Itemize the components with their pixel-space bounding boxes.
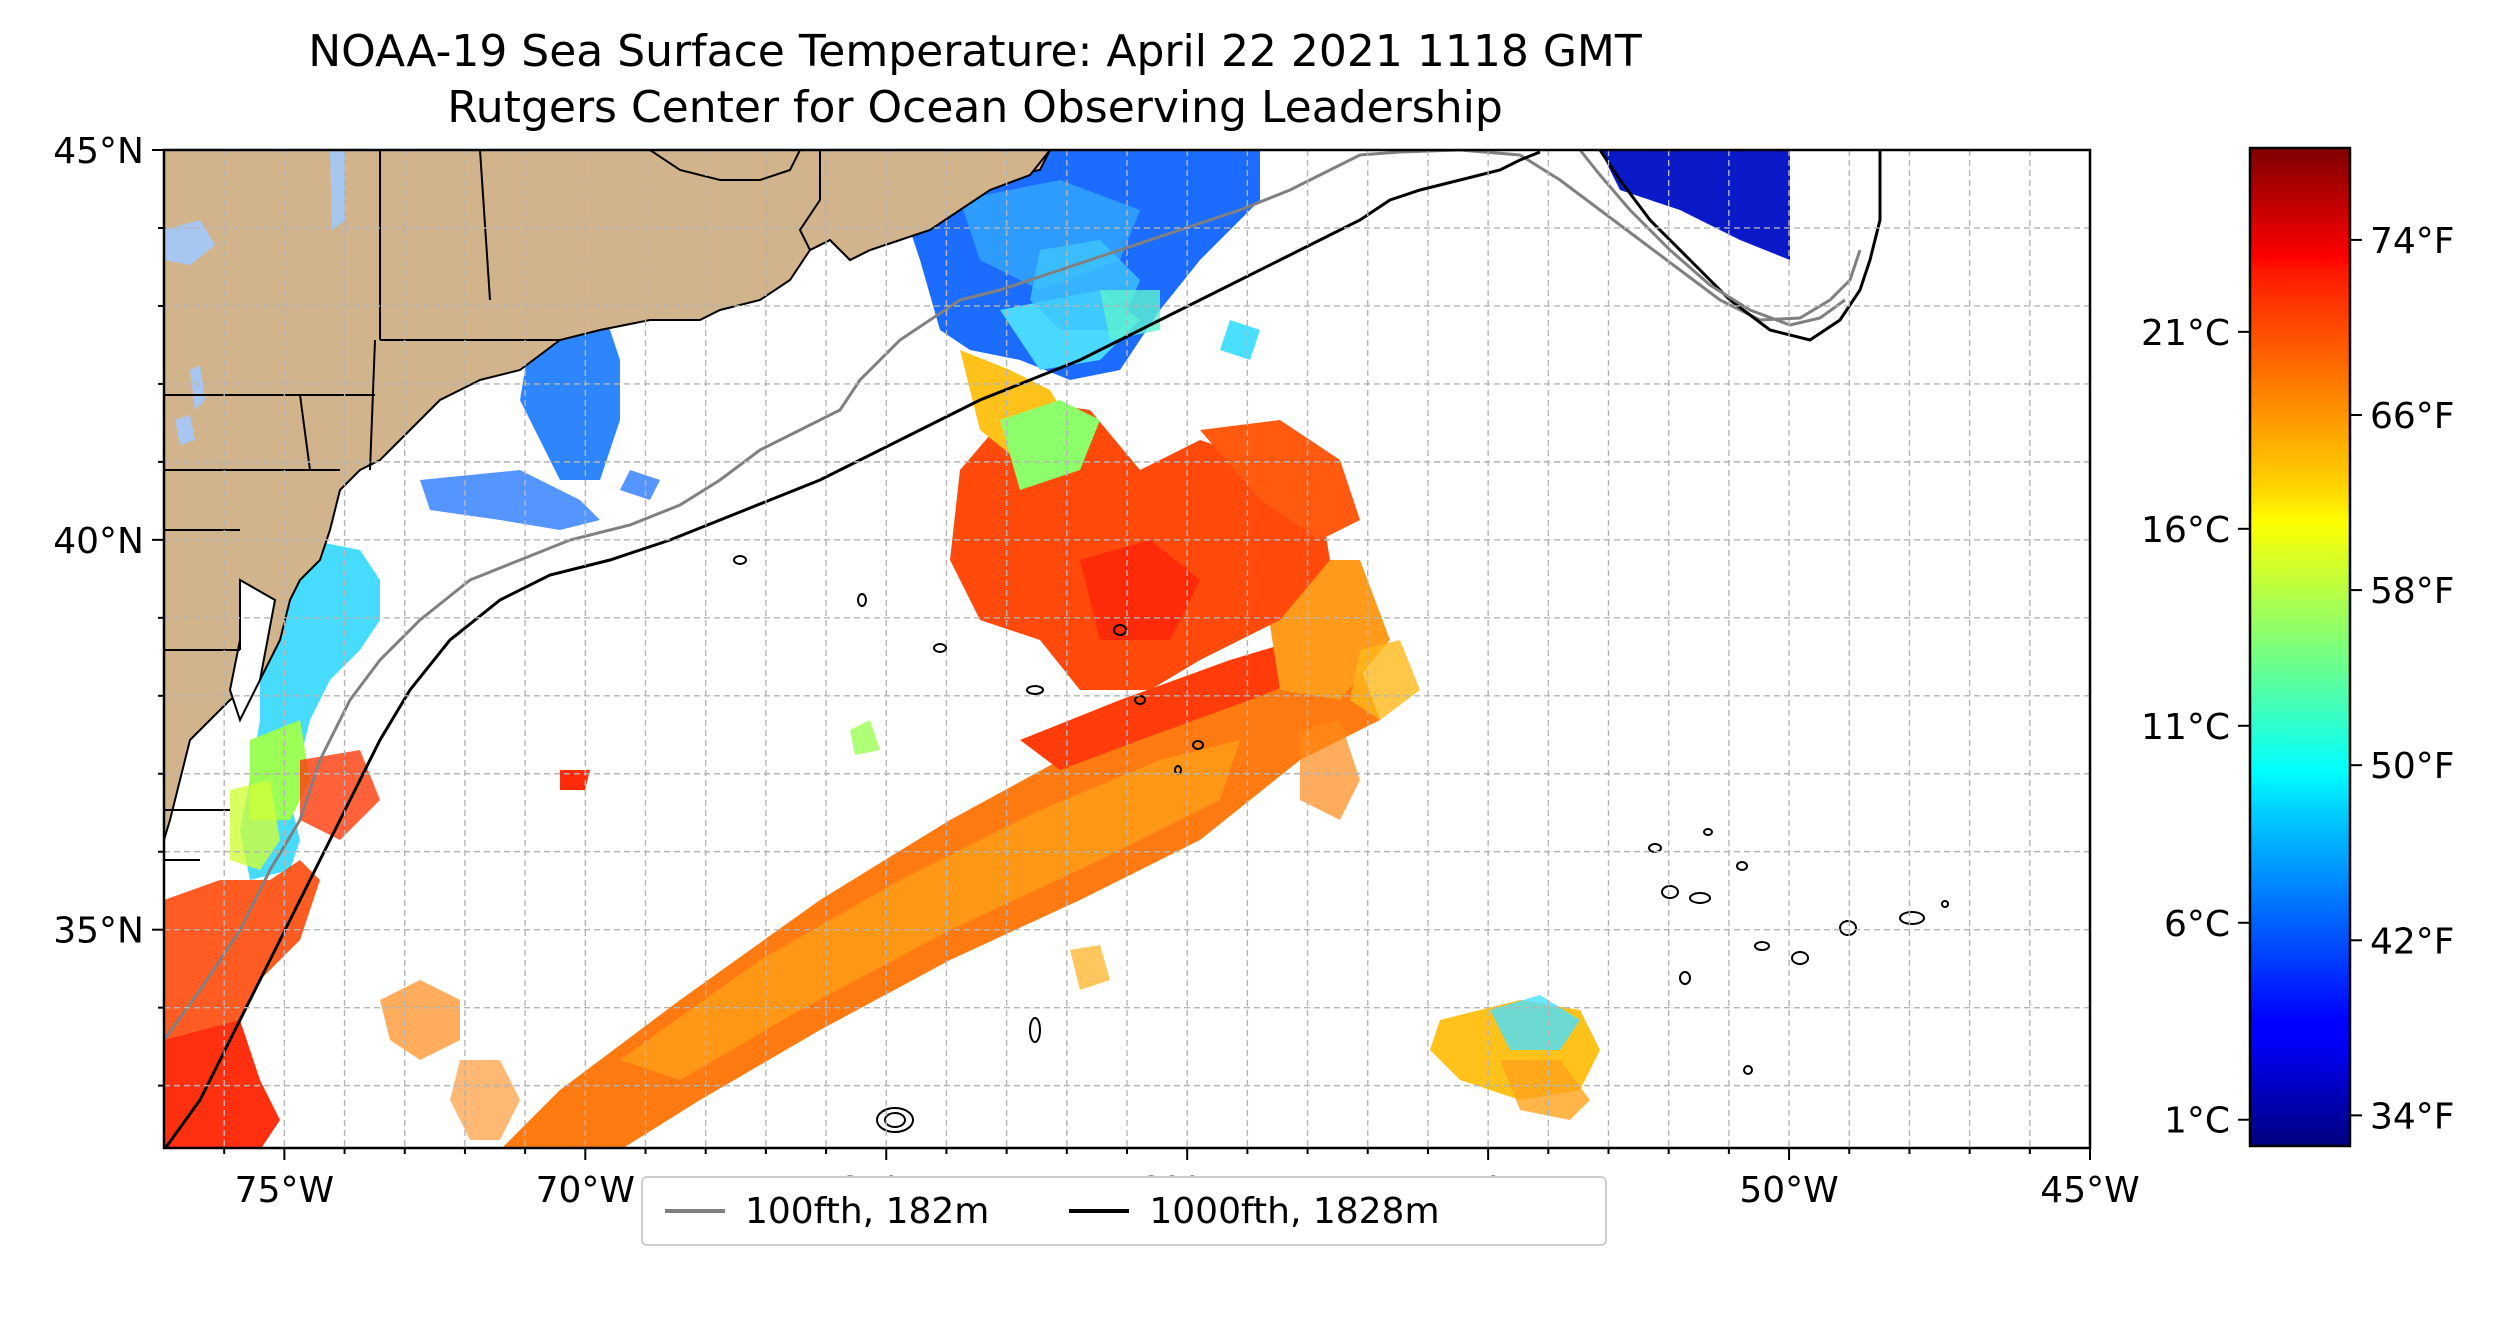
colorbar-f-label: 34°F — [2370, 1096, 2455, 1137]
lon-tick-label: 70°W — [536, 1170, 635, 1211]
contour-100fth — [164, 150, 1862, 1041]
colorbar-c-label: 11°C — [2141, 707, 2230, 748]
colorbar-f-label: 58°F — [2370, 571, 2455, 612]
lon-tick-label: 75°W — [235, 1170, 334, 1211]
lat-tick-label: 40°N — [53, 521, 144, 562]
lat-tick-label: 45°N — [53, 131, 144, 172]
lon-tick-label: 50°W — [1739, 1170, 1838, 1211]
colorbar-c-label: 16°C — [2141, 510, 2230, 551]
map-title-line-2: Rutgers Center for Ocean Observing Leade… — [447, 82, 1503, 133]
colorbar-f-label: 42°F — [2370, 921, 2455, 962]
legend-item-1000fth: 1000fth, 1828m — [1069, 1190, 1440, 1232]
colorbar-celsius-ticks: 21°C 16°C 11°C 6°C 1°C — [2141, 313, 2250, 1142]
lat-tick-label: 35°N — [53, 911, 144, 952]
legend-swatch-gray — [665, 1209, 725, 1213]
legend-label-100fth: 100fth, 182m — [745, 1190, 990, 1232]
map-gridlines — [164, 150, 2090, 1148]
seamount-contours — [733, 555, 1949, 1133]
map-title-line-1: NOAA-19 Sea Surface Temperature: April 2… — [308, 26, 1642, 77]
colorbar-c-label: 21°C — [2141, 313, 2230, 354]
legend-item-100fth: 100fth, 182m — [665, 1191, 989, 1232]
sst-imagery — [164, 150, 1790, 1148]
state-boundaries — [164, 150, 560, 861]
colorbar-c-label: 1°C — [2164, 1101, 2230, 1142]
colorbar-fahrenheit-ticks: 74°F 66°F 58°F 50°F 42°F 34°F — [2350, 221, 2455, 1137]
colorbar-f-label: 50°F — [2370, 746, 2455, 787]
legend-swatch-black — [1069, 1209, 1130, 1213]
legend-label-1000fth: 1000fth, 1828m — [1149, 1190, 1440, 1232]
latitude-labels: 45°N 40°N 35°N — [53, 131, 144, 952]
colorbar — [2250, 148, 2350, 1146]
colorbar-f-label: 66°F — [2370, 396, 2455, 437]
axis-ticks — [152, 149, 2091, 1160]
colorbar-f-label: 74°F — [2370, 221, 2455, 262]
lon-tick-label: 45°W — [2040, 1170, 2139, 1211]
lakes — [164, 150, 345, 445]
map-area — [164, 150, 2090, 1148]
colorbar-c-label: 6°C — [2164, 904, 2230, 945]
contour-legend: 100fth, 182m 1000fth, 1828m — [641, 1176, 1607, 1246]
